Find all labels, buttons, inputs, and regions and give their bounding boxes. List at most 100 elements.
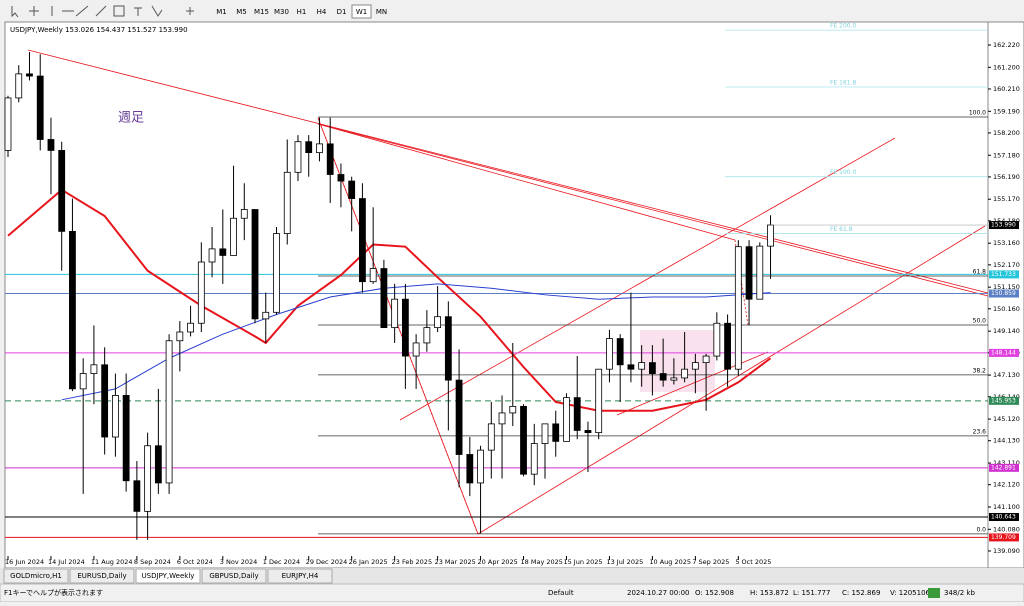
timeframe-button[interactable] (332, 5, 351, 18)
y-tick-label: 159.190 (993, 107, 1020, 115)
candle-body (36, 75, 44, 140)
candle-body (15, 73, 23, 99)
y-tick-label: 155.170 (993, 195, 1020, 203)
candle-body (305, 141, 313, 154)
timeframe-label: M5 (236, 8, 247, 16)
x-tick-label: 20 Apr 2025 (478, 558, 518, 566)
timeframe-label: MN (376, 8, 387, 16)
candle-body (477, 449, 484, 484)
timeframe-note: 週足 (118, 111, 144, 126)
last-price-label: 153.990 (991, 222, 1016, 229)
y-tick-label: 154.180 (993, 217, 1020, 225)
candle-body (638, 362, 646, 370)
y-tick-label: 153.160 (993, 239, 1020, 247)
x-tick-label: 13 Jul 2025 (606, 558, 643, 566)
x-tick-label: 5 Oct 2025 (735, 558, 771, 566)
candle-body (412, 342, 420, 357)
toolbar (0, 0, 1024, 22)
y-tick-label: 145.120 (993, 415, 1020, 423)
tab[interactable] (69, 568, 135, 584)
candle-body (316, 143, 323, 154)
fibo-label: 61.8 (973, 269, 987, 276)
fibo-label: 38.2 (973, 367, 987, 374)
x-tick-label: 29 Dec 2024 (306, 558, 348, 566)
price-label-box (989, 463, 1019, 472)
candle-body (434, 316, 442, 329)
y-tick-label: 156.190 (993, 173, 1020, 181)
candle-body (101, 364, 109, 438)
y-tick-label: 152.170 (993, 261, 1020, 269)
trendlines (27, 49, 989, 535)
x-tick-label: 8 Sep 2024 (134, 558, 171, 566)
y-tick-label: 141.100 (993, 503, 1020, 511)
last-price-box (989, 221, 1019, 230)
candle-body (4, 97, 12, 151)
x-tick-label: 18 May 2025 (521, 558, 563, 566)
timeframe-button[interactable] (312, 5, 331, 18)
expansion-label: FE 61.8 (830, 226, 853, 233)
price-label: 148.144 (991, 349, 1016, 356)
candle-body (509, 405, 517, 414)
candle-body (58, 150, 66, 232)
y-tick-label: 146.140 (993, 393, 1020, 401)
tab-bar: GOLDmicro,H1 EURUSD,Daily USDJPY,Weekly GBP… (0, 568, 1024, 584)
tab[interactable] (3, 568, 69, 584)
candle-body (520, 405, 527, 475)
timeframe-button[interactable] (212, 5, 231, 18)
candle-body (616, 338, 624, 366)
candle-body (154, 445, 162, 484)
timeframe-button[interactable] (272, 5, 291, 18)
timeframe-label: M1 (216, 8, 227, 16)
y-tick-label: 150.160 (993, 305, 1020, 313)
candle-body (541, 423, 549, 444)
candle-body (498, 412, 506, 425)
candle-body (359, 198, 366, 283)
candle-body (391, 298, 399, 329)
price-label: 139.709 (991, 534, 1016, 541)
x-tick-label: 26 Jan 2025 (349, 558, 388, 566)
tab[interactable] (135, 568, 201, 584)
candle-body (455, 379, 463, 455)
timeframe-button[interactable] (351, 4, 372, 19)
candle-body (187, 322, 194, 333)
candle-body (262, 311, 270, 320)
tab[interactable] (201, 568, 267, 584)
tab[interactable] (267, 568, 333, 584)
candle-body (90, 364, 98, 374)
candle-body (530, 443, 538, 475)
x-tick-label: 6 Oct 2024 (177, 558, 213, 566)
tab-label: EURJPY,H4 (282, 572, 319, 580)
timeframe-label: M30 (274, 8, 289, 16)
expansion-label: FE 100.0 (830, 169, 857, 176)
candle-body (401, 298, 409, 357)
candle-body (251, 209, 259, 320)
candle-body (273, 233, 280, 313)
candle-body (47, 139, 55, 151)
candle-body (584, 430, 592, 434)
price-label-box (989, 348, 1019, 357)
timeframe-button[interactable] (232, 5, 251, 18)
y-tick-label: 139.090 (993, 547, 1020, 555)
price-label-box (989, 533, 1019, 542)
price-label-box (989, 289, 1019, 298)
candle-body (563, 397, 570, 442)
candle-body (112, 395, 119, 438)
timeframe-button[interactable] (372, 5, 391, 18)
candle-body (294, 141, 302, 173)
y-tick-label: 144.130 (993, 437, 1020, 445)
timeframe-button[interactable] (292, 5, 311, 18)
status-close: C: 152.869 (842, 589, 880, 597)
candle-body (627, 364, 635, 370)
price-label-box (989, 396, 1019, 405)
fibo-label: 23.6 (973, 428, 987, 435)
expansion-label: FE 200.0 (830, 23, 857, 30)
y-tick-label: 161.200 (993, 63, 1020, 71)
candle-body (144, 445, 152, 512)
candle-body (197, 261, 205, 324)
timeframe-label: H4 (317, 8, 327, 16)
x-tick-label: 3 Nov 2024 (220, 558, 257, 566)
y-tick-label: 157.180 (993, 151, 1020, 159)
toolbar-icons (11, 5, 194, 18)
timeframe-button[interactable] (252, 5, 271, 18)
